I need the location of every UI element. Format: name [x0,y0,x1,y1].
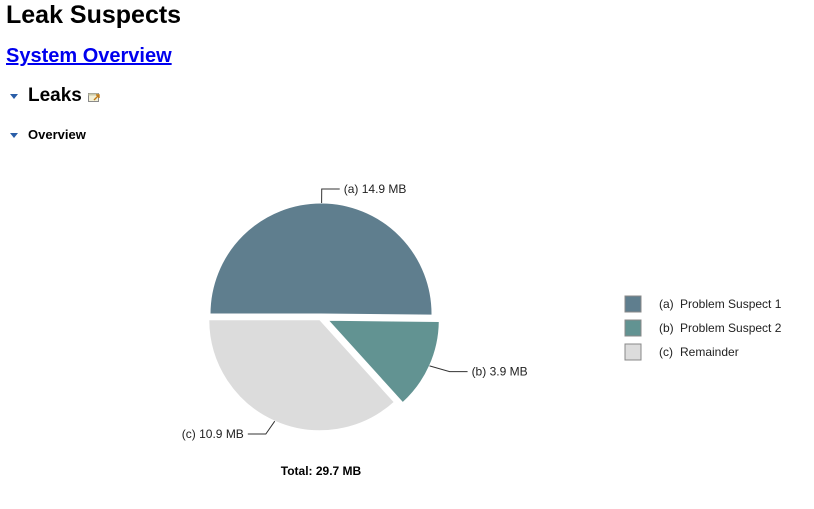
leaks-section-toggle[interactable]: Leaks [10,84,102,108]
leak-suspects-pie-chart: (a) 14.9 MB (b) 3.9 MB (c) 10.9 MB (a) Prob… [182,182,782,478]
external-link-icon[interactable] [87,90,102,102]
callout-line-a [321,188,340,204]
overview-section-toggle[interactable]: Overview [10,127,86,143]
overview-heading: Overview [28,127,86,142]
callout-line-b [429,365,468,373]
callout-line-c [247,420,276,435]
system-overview-link[interactable]: System Overview [6,45,172,67]
callout-label-c: (c) 10.9 MB [182,427,244,441]
callout-label-b: (b) 3.9 MB [472,365,528,379]
legend-swatch-a [624,295,642,313]
collapse-triangle-icon [10,132,18,138]
legend-label-b: Problem Suspect 2 [680,321,782,335]
page-title: Leak Suspects [6,1,182,29]
legend-key-a: (a) [659,297,674,311]
callout-label-a: (a) 14.9 MB [344,182,407,196]
chart-total-label: Total: 29.7 MB [281,464,362,478]
legend-key-b: (b) [659,321,674,335]
legend-label-c: Remainder [680,345,739,359]
pie-slice-b[interactable] [327,319,440,404]
collapse-triangle-icon [10,93,18,99]
legend-swatch-b [624,319,642,337]
legend-label-a: Problem Suspect 1 [680,297,782,311]
leaks-heading: Leaks [28,85,82,106]
legend-swatch-c [624,343,642,361]
legend-key-c: (c) [659,345,673,359]
pie-slice-a[interactable] [209,202,433,316]
